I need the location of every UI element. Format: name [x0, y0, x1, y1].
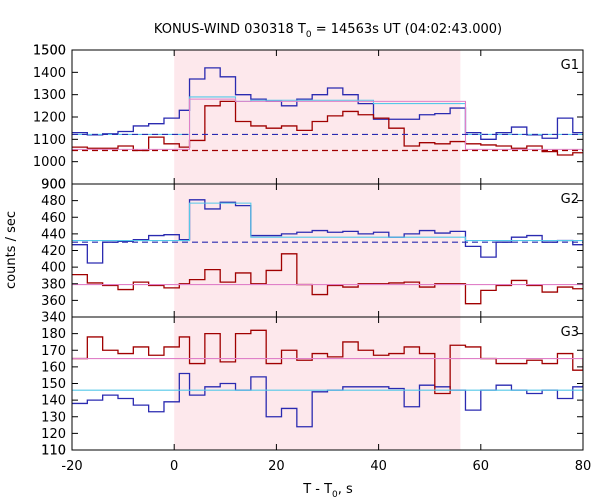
panel-label: G3 [561, 325, 579, 340]
y-tick-label: 400 [41, 261, 66, 276]
series-red-step [72, 253, 583, 305]
y-tick-label: 1100 [33, 133, 66, 148]
y-tick-label: 130 [41, 410, 66, 425]
x-axis-title: T - T0, s [302, 482, 353, 500]
y-tick-label: 110 [41, 444, 66, 459]
panel-series-group [72, 329, 583, 428]
y-tick-label: 160 [41, 360, 66, 375]
x-tick-label: 40 [370, 459, 387, 474]
y-tick-label: 1400 [33, 66, 66, 81]
y-tick-label: 170 [41, 344, 66, 359]
series-blue-step [72, 67, 583, 140]
y-tick-label: 180 [41, 327, 66, 342]
plot-area: 9001000110012001300140015001500900G13603… [33, 44, 591, 475]
series-cyan-step [72, 202, 583, 242]
y-tick-label: 360 [41, 294, 66, 309]
x-tick-label: -20 [61, 459, 82, 474]
y-tick-label: 900 [41, 178, 66, 193]
x-tick-label: 80 [575, 459, 592, 474]
y-tick-label: 440 [41, 227, 66, 242]
y-tick-label: 1300 [33, 88, 66, 103]
panel-label: G2 [561, 192, 579, 207]
y-tick-label: 110 [41, 444, 66, 459]
y-tick-label: 460 [41, 211, 66, 226]
series-red-step [72, 329, 583, 395]
y-tick-label: 380 [41, 277, 66, 292]
series-blue-step [72, 372, 583, 428]
y-tick-label: 1500 [33, 44, 66, 59]
x-tick-label: 0 [170, 459, 178, 474]
y-tick-label: 420 [41, 244, 66, 259]
x-tick-label: 60 [473, 459, 490, 474]
y-tick-label: 1500 [33, 44, 66, 59]
panel-series-group [72, 199, 583, 305]
series-red-step [72, 100, 583, 156]
series-pink-step [72, 98, 583, 150]
y-tick-label: 1200 [33, 111, 66, 126]
panel-label: G1 [561, 58, 579, 73]
y-tick-label: 1000 [33, 155, 66, 170]
y-tick-label: 150 [41, 377, 66, 392]
y-tick-label: 480 [41, 194, 66, 209]
chart-title: KONUS-WIND 030318 T0 = 14563s UT (04:02:… [154, 22, 502, 40]
y-tick-label: 340 [41, 311, 66, 326]
y-tick-label: 140 [41, 394, 66, 409]
y-tick-label: 900 [41, 178, 66, 193]
x-tick-label: 20 [268, 459, 285, 474]
panel-series-group [72, 67, 583, 156]
y-axis-title: counts / sec [4, 211, 19, 289]
y-tick-label: 120 [41, 427, 66, 442]
